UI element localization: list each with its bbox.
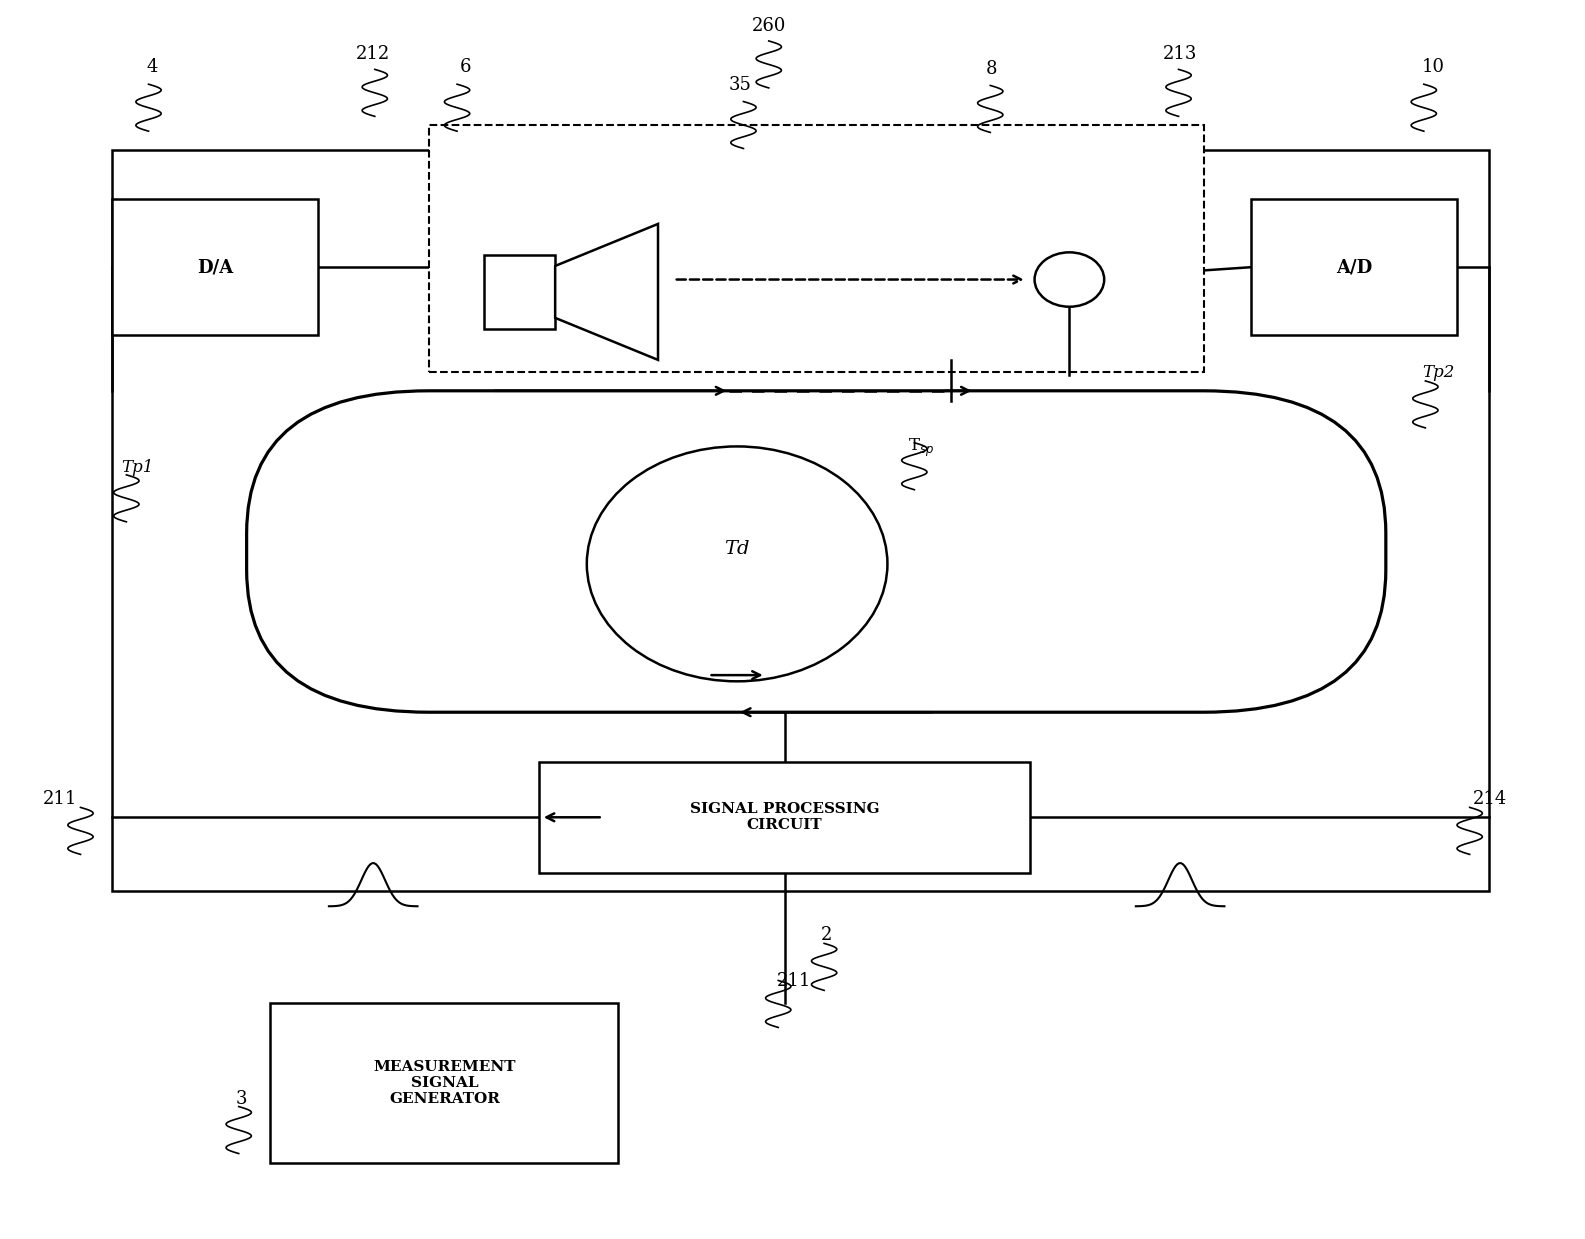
Text: 6: 6 — [460, 57, 472, 76]
Text: 3: 3 — [236, 1090, 247, 1108]
FancyBboxPatch shape — [428, 125, 1205, 372]
FancyBboxPatch shape — [113, 199, 319, 336]
Text: 35: 35 — [729, 76, 751, 94]
FancyBboxPatch shape — [483, 255, 555, 330]
Polygon shape — [555, 224, 658, 359]
Text: T$_{sp}$: T$_{sp}$ — [908, 436, 934, 458]
Text: 212: 212 — [357, 45, 390, 63]
Text: SIGNAL PROCESSING
CIRCUIT: SIGNAL PROCESSING CIRCUIT — [689, 802, 880, 833]
Text: MEASUREMENT
SIGNAL
GENERATOR: MEASUREMENT SIGNAL GENERATOR — [372, 1059, 515, 1106]
Text: Tp2: Tp2 — [1422, 364, 1455, 380]
Text: 8: 8 — [986, 59, 997, 78]
Text: 211: 211 — [777, 971, 812, 990]
FancyBboxPatch shape — [539, 762, 1030, 873]
Text: 211: 211 — [43, 789, 78, 808]
Text: Td: Td — [724, 540, 750, 558]
FancyBboxPatch shape — [1251, 199, 1457, 336]
Text: D/A: D/A — [197, 258, 233, 276]
Text: 2: 2 — [821, 926, 832, 944]
Text: 214: 214 — [1472, 789, 1507, 808]
FancyBboxPatch shape — [271, 1002, 618, 1163]
Circle shape — [1035, 253, 1105, 307]
Circle shape — [1019, 240, 1121, 320]
Text: Tp1: Tp1 — [122, 458, 154, 476]
FancyBboxPatch shape — [476, 249, 666, 336]
Text: 260: 260 — [751, 17, 786, 35]
Text: A/D: A/D — [1336, 258, 1373, 276]
Text: 10: 10 — [1422, 57, 1446, 76]
Text: 213: 213 — [1163, 45, 1197, 63]
Text: 4: 4 — [147, 57, 158, 76]
